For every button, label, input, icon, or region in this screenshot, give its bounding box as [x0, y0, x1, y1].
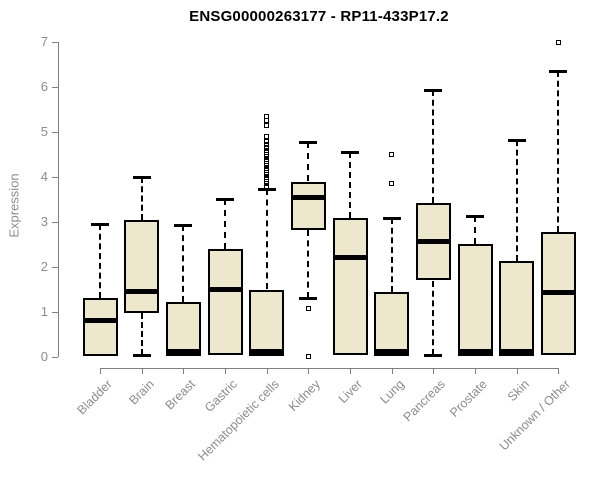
median-line	[376, 349, 408, 355]
whisker-upper-cap	[299, 141, 318, 145]
chart-title: ENSG00000263177 - RP11-433P17.2	[189, 8, 449, 25]
x-axis-line	[100, 368, 560, 369]
whisker-upper	[265, 188, 268, 290]
y-tick-mark	[52, 42, 58, 43]
median-line	[542, 289, 574, 295]
y-tick-label: 2	[40, 259, 48, 274]
box-lung	[374, 292, 410, 357]
whisker-upper	[515, 139, 518, 262]
outlier-point	[389, 181, 395, 187]
outlier-point	[555, 40, 561, 46]
whisker-lower-cap	[424, 354, 443, 358]
outlier-point	[264, 113, 270, 119]
median-line	[209, 287, 241, 293]
median-line	[84, 317, 116, 323]
outlier-point	[305, 353, 311, 359]
box-unknown-other	[540, 232, 576, 356]
whisker-upper-cap	[466, 215, 485, 219]
whisker-upper-cap	[132, 176, 151, 179]
whisker-upper	[349, 152, 352, 219]
median-line	[459, 349, 491, 355]
box-skin	[499, 261, 535, 357]
x-tick-mark	[517, 368, 518, 374]
x-tick-mark	[558, 368, 559, 374]
whisker-upper	[557, 71, 560, 233]
median-line	[417, 238, 449, 244]
median-line	[292, 194, 324, 200]
y-tick-mark	[52, 357, 58, 358]
x-tick-mark	[183, 368, 184, 374]
box-prostate	[457, 243, 493, 357]
whisker-upper	[224, 198, 226, 249]
x-tick-mark	[475, 368, 476, 374]
box-hematopoietic-cells	[249, 289, 285, 357]
whisker-lower	[432, 280, 435, 356]
whisker-upper	[307, 142, 310, 182]
outlier-point	[305, 305, 311, 311]
whisker-upper	[182, 225, 185, 303]
outlier-point	[264, 134, 270, 139]
median-line	[501, 349, 533, 355]
outlier-point	[389, 152, 395, 157]
box-bladder	[82, 297, 118, 357]
whisker-lower	[140, 313, 143, 356]
y-tick-label: 5	[40, 124, 48, 139]
y-tick-label: 7	[40, 34, 48, 49]
y-axis-line	[58, 42, 59, 357]
outlier-point	[264, 122, 270, 128]
whisker-lower	[307, 230, 310, 298]
box-liver	[332, 218, 368, 356]
whisker-upper	[140, 177, 143, 220]
whisker-upper-cap	[174, 224, 193, 228]
y-tick-mark	[52, 267, 58, 268]
median-line	[167, 349, 199, 355]
whisker-upper	[474, 216, 477, 244]
x-tick-mark	[142, 368, 143, 374]
median-line	[251, 349, 283, 355]
y-tick-mark	[52, 132, 58, 133]
whisker-upper-cap	[507, 138, 526, 142]
whisker-lower-cap	[299, 296, 318, 300]
whisker-upper-cap	[341, 151, 360, 155]
y-axis-label: Expression	[6, 173, 22, 238]
whisker-upper-cap	[91, 223, 109, 227]
whisker-upper-cap	[549, 70, 568, 74]
whisker-upper	[99, 224, 101, 298]
x-tick-mark	[392, 368, 393, 374]
y-tick-mark	[52, 222, 58, 223]
whisker-upper-cap	[257, 187, 276, 191]
outlier-point	[264, 138, 270, 144]
x-tick-mark	[267, 368, 268, 374]
whisker-upper-cap	[216, 197, 234, 201]
box-pancreas	[415, 203, 451, 281]
box-brain	[124, 219, 160, 314]
whisker-upper-cap	[382, 216, 401, 220]
median-line	[334, 255, 366, 261]
x-tick-mark	[100, 368, 101, 374]
outlier-point	[264, 145, 270, 151]
y-tick-mark	[52, 312, 58, 313]
x-tick-mark	[225, 368, 226, 374]
y-tick-mark	[52, 177, 58, 178]
outlier-point	[264, 118, 270, 124]
median-line	[126, 288, 158, 294]
whisker-upper	[432, 90, 435, 204]
box-gastric	[207, 248, 243, 355]
x-tick-mark	[308, 368, 309, 374]
whisker-lower-cap	[132, 354, 151, 358]
y-tick-label: 3	[40, 214, 48, 229]
box-kidney	[290, 181, 326, 231]
y-tick-label: 0	[40, 349, 48, 364]
box-breast	[165, 302, 201, 357]
whisker-upper-cap	[424, 89, 443, 93]
y-tick-label: 4	[40, 169, 48, 184]
whisker-upper	[390, 217, 393, 293]
x-tick-mark	[350, 368, 351, 374]
y-tick-mark	[52, 87, 58, 88]
y-tick-label: 6	[40, 79, 48, 94]
y-tick-label: 1	[40, 304, 48, 319]
x-tick-mark	[433, 368, 434, 374]
